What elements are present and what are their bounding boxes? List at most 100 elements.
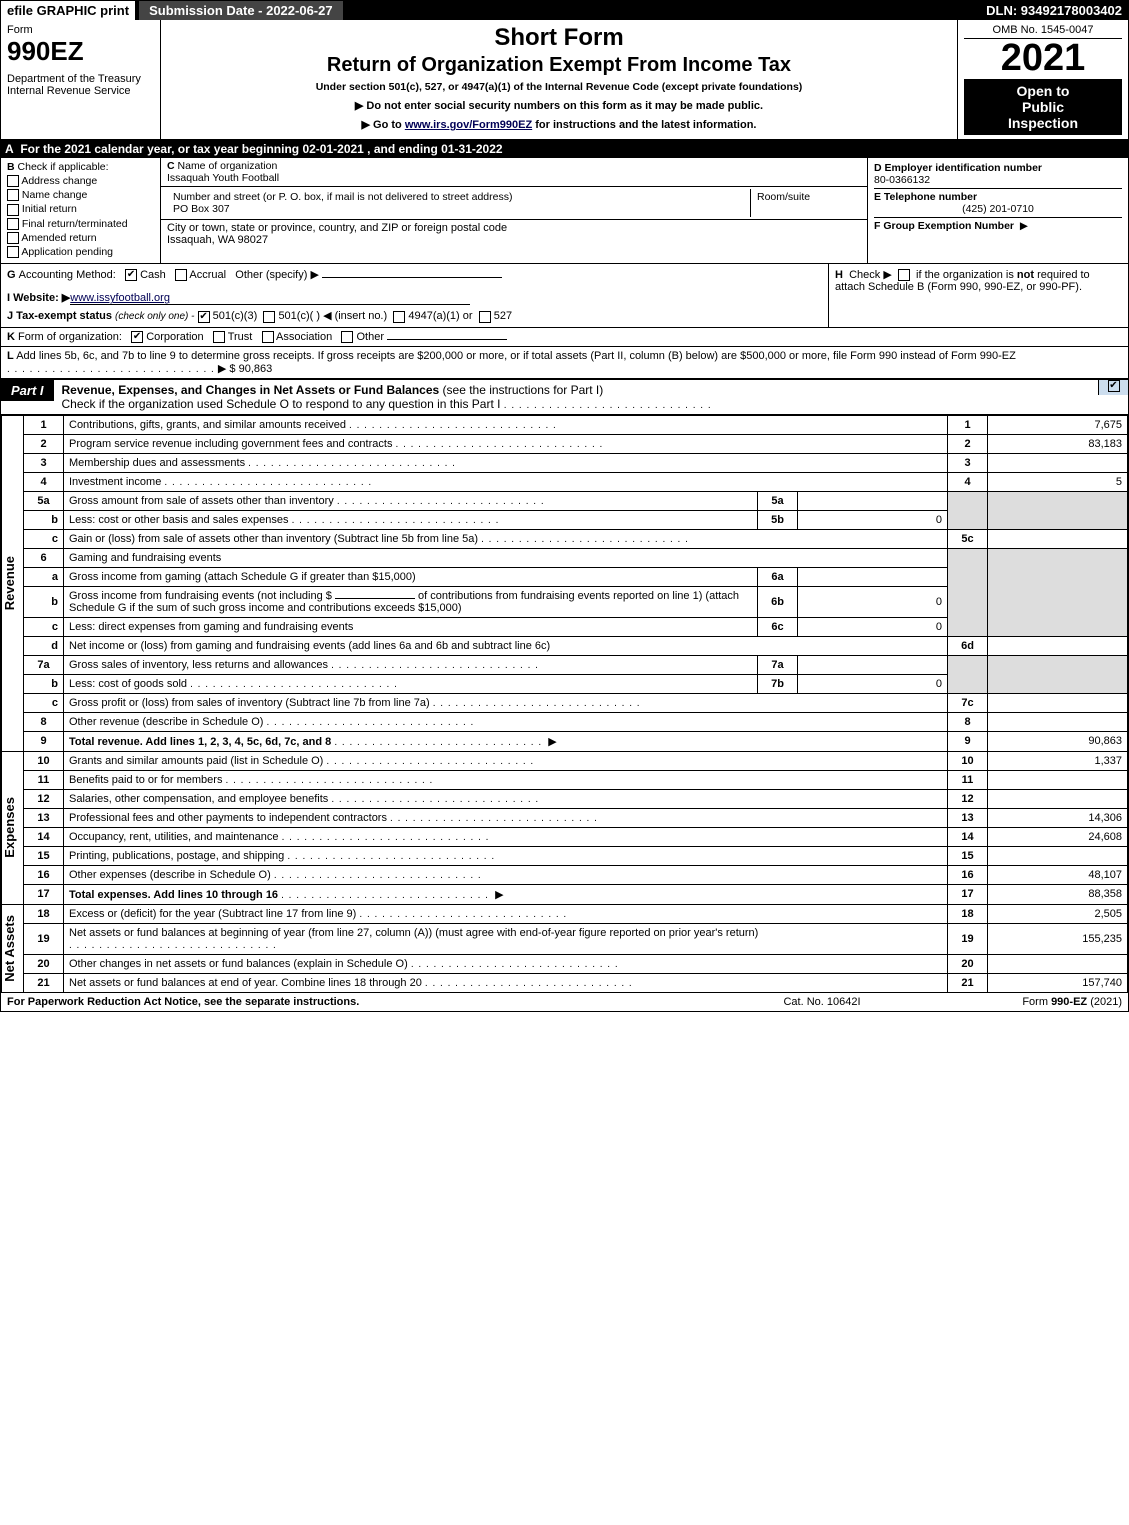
line-6c-value: 0 [798, 617, 948, 636]
checkbox-corporation[interactable] [131, 331, 143, 343]
checkbox-trust[interactable] [213, 331, 225, 343]
street-address: PO Box 307 [173, 203, 230, 215]
efile-print-label[interactable]: efile GRAPHIC print [1, 1, 135, 20]
checkbox-application-pending[interactable]: Application pending [7, 246, 154, 258]
line-18-amount: 2,505 [988, 904, 1128, 923]
line-15-amount [988, 846, 1128, 865]
expenses-label: Expenses [2, 797, 17, 858]
checkbox-accrual[interactable] [175, 269, 187, 281]
checkbox-501c3[interactable] [198, 311, 210, 323]
org-name-block: C Name of organization Issaquah Youth Fo… [161, 158, 867, 187]
line-14-amount: 24,608 [988, 827, 1128, 846]
title-short-form: Short Form [171, 24, 947, 52]
open-to-public-box: Open to Public Inspection [964, 79, 1122, 135]
row-gh: G Accounting Method: Cash Accrual Other … [1, 264, 1128, 327]
line-7a-value [798, 655, 948, 674]
line-6a-value [798, 567, 948, 586]
line-7c-amount [988, 693, 1128, 712]
schedule-b-check: H Check ▶ if the organization is not req… [828, 264, 1128, 326]
checkbox-501c[interactable] [263, 311, 275, 323]
header-row: Form 990EZ Department of the Treasury In… [1, 20, 1128, 140]
phone-label: E Telephone number [874, 191, 977, 203]
checkbox-527[interactable] [479, 311, 491, 323]
column-b: B Check if applicable: Address change Na… [1, 158, 161, 263]
line-10-amount: 1,337 [988, 751, 1128, 770]
city-state-zip: Issaquah, WA 98027 [167, 234, 268, 246]
city-block: City or town, state or province, country… [161, 220, 867, 248]
line-5a-value [798, 491, 948, 510]
under-section-text: Under section 501(c), 527, or 4947(a)(1)… [171, 81, 947, 93]
irs-link[interactable]: www.irs.gov/Form990EZ [405, 119, 532, 131]
checkbox-name-change[interactable]: Name change [7, 189, 154, 201]
line-7b-value: 0 [798, 674, 948, 693]
line-8-amount [988, 712, 1128, 731]
column-d: D Employer identification number 80-0366… [868, 158, 1128, 263]
line-16-amount: 48,107 [988, 865, 1128, 884]
page-footer: For Paperwork Reduction Act Notice, see … [1, 993, 1128, 1011]
net-assets-label: Net Assets [2, 915, 17, 982]
checkbox-other-org[interactable] [341, 331, 353, 343]
group-exemption-label: F Group Exemption Number [874, 220, 1014, 232]
ssn-warning: ▶ Do not enter social security numbers o… [171, 99, 947, 112]
row-bcd: B Check if applicable: Address change Na… [1, 158, 1128, 264]
ein-value: 80-0366132 [874, 174, 930, 186]
line-12-amount [988, 789, 1128, 808]
line-5c-amount [988, 529, 1128, 548]
line-11-amount [988, 770, 1128, 789]
form-word: Form [7, 24, 154, 36]
line-6d-amount [988, 636, 1128, 655]
line-13-amount: 14,306 [988, 808, 1128, 827]
ein-label: D Employer identification number [874, 162, 1042, 174]
checkbox-not-required[interactable] [898, 269, 910, 281]
line-9-amount: 90,863 [988, 731, 1128, 751]
checkbox-final-return[interactable]: Final return/terminated [7, 218, 154, 230]
dln-label: DLN: 93492178003402 [980, 1, 1128, 20]
line-2-amount: 83,183 [988, 434, 1128, 453]
tax-year: 2021 [964, 39, 1122, 77]
website-link[interactable]: www.issyfootball.org [70, 292, 470, 305]
section-a-bar: A For the 2021 calendar year, or tax yea… [1, 140, 1128, 158]
form-version: Form 990-EZ (2021) [922, 996, 1122, 1008]
line-5b-value: 0 [798, 510, 948, 529]
dept-treasury: Department of the Treasury [7, 73, 154, 85]
form-container: efile GRAPHIC print Submission Date - 20… [0, 0, 1129, 1012]
row-l: L Add lines 5b, 6c, and 7b to line 9 to … [1, 347, 1128, 379]
irs-label: Internal Revenue Service [7, 85, 154, 97]
line-4-amount: 5 [988, 472, 1128, 491]
title-return: Return of Organization Exempt From Incom… [171, 54, 947, 77]
line-3-amount [988, 453, 1128, 472]
checkbox-4947[interactable] [393, 311, 405, 323]
line-19-amount: 155,235 [988, 923, 1128, 954]
catalog-number: Cat. No. 10642I [722, 996, 922, 1008]
street-block: Number and street (or P. O. box, if mail… [161, 187, 867, 220]
part-1-tab: Part I [1, 380, 54, 401]
checkbox-initial-return[interactable]: Initial return [7, 203, 154, 215]
room-suite-label: Room/suite [751, 189, 861, 217]
submission-date: Submission Date - 2022-06-27 [139, 1, 343, 20]
other-specify-input[interactable] [322, 277, 502, 278]
paperwork-notice: For Paperwork Reduction Act Notice, see … [7, 996, 722, 1008]
column-c: C Name of organization Issaquah Youth Fo… [161, 158, 868, 263]
checkbox-association[interactable] [262, 331, 274, 343]
part-1-schedule-o-check[interactable] [1098, 380, 1128, 395]
accounting-method: G Accounting Method: Cash Accrual Other … [1, 264, 828, 326]
revenue-label: Revenue [2, 556, 17, 610]
line-1-amount: 7,675 [988, 415, 1128, 434]
line-20-amount [988, 954, 1128, 973]
financial-table: Revenue 1 Contributions, gifts, grants, … [1, 415, 1128, 993]
line-17-amount: 88,358 [988, 884, 1128, 904]
header-right: OMB No. 1545-0047 2021 Open to Public In… [958, 20, 1128, 139]
org-name: Issaquah Youth Football [167, 172, 279, 184]
line-21-amount: 157,740 [988, 973, 1128, 992]
checkbox-amended-return[interactable]: Amended return [7, 232, 154, 244]
checkbox-cash[interactable] [125, 269, 137, 281]
header-left: Form 990EZ Department of the Treasury In… [1, 20, 161, 139]
header-center: Short Form Return of Organization Exempt… [161, 20, 958, 139]
part-1-header: Part I Revenue, Expenses, and Changes in… [1, 379, 1128, 415]
form-number: 990EZ [7, 36, 154, 67]
checkbox-address-change[interactable]: Address change [7, 175, 154, 187]
part-1-title: Revenue, Expenses, and Changes in Net As… [54, 380, 1098, 414]
gross-receipts-amount: 90,863 [239, 363, 273, 375]
row-k: K Form of organization: Corporation Trus… [1, 328, 1128, 347]
goto-line: ▶ Go to www.irs.gov/Form990EZ for instru… [171, 118, 947, 131]
